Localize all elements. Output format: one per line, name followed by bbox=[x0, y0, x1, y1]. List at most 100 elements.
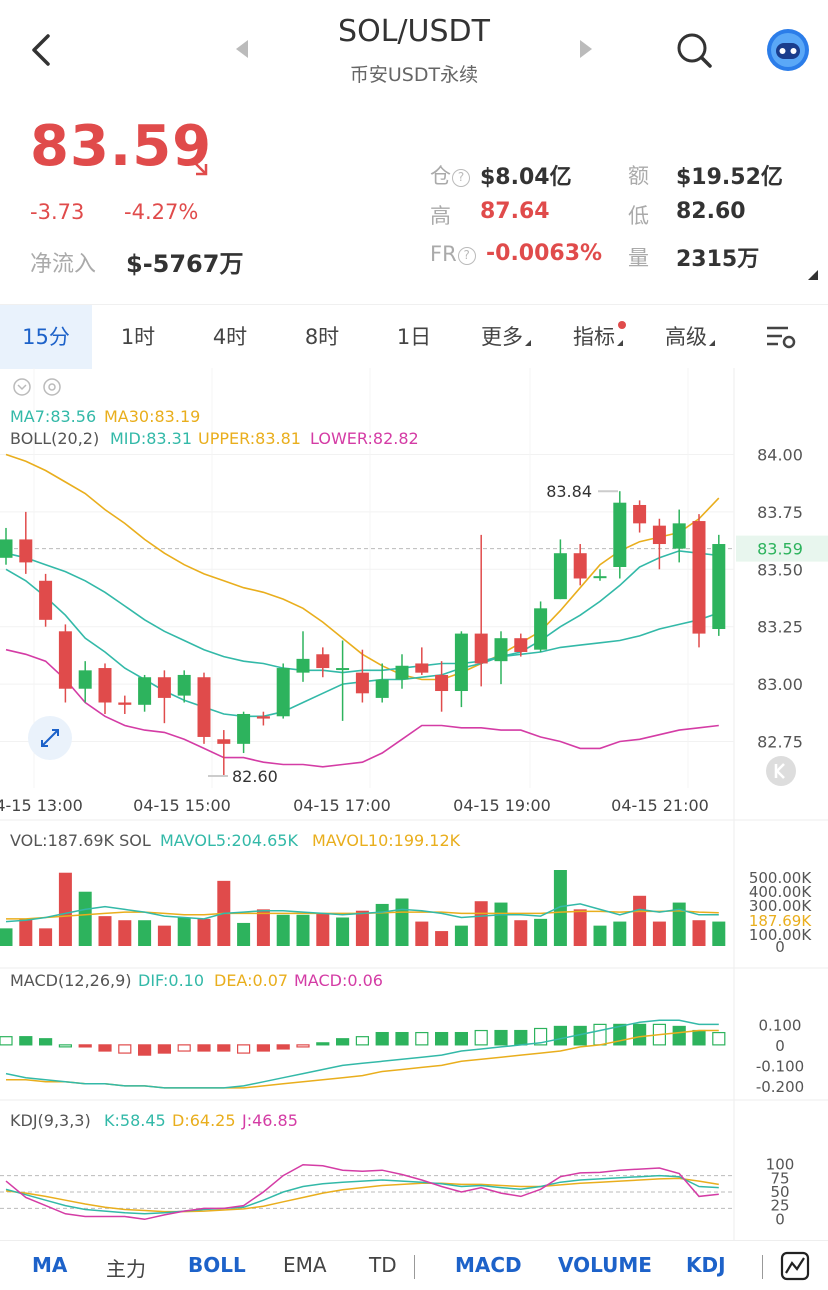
kline-chart-area[interactable]: 84.00 83.75 83.50 83.25 83.00 82.75 83.59 83.84… bbox=[0, 368, 828, 1240]
macd-bar bbox=[454, 1031, 468, 1046]
tab-1[interactable]: 1时 bbox=[92, 305, 184, 369]
candle-body bbox=[217, 739, 231, 744]
j-line bbox=[5, 1163, 719, 1221]
tab-4[interactable]: 1日 bbox=[368, 305, 460, 369]
y-tick-label: 83.00 bbox=[757, 675, 803, 694]
volume-bar bbox=[514, 920, 528, 946]
help-icon[interactable]: ? bbox=[457, 247, 476, 265]
vol-tick-label: 400.00K bbox=[749, 883, 812, 901]
volume-bar bbox=[415, 921, 429, 946]
macd-tick-label: 0.100 bbox=[759, 1016, 802, 1034]
candle-body bbox=[375, 679, 389, 698]
ma30-line bbox=[5, 453, 720, 681]
prev-pair-arrow-icon[interactable] bbox=[236, 40, 248, 58]
robot-assistant-icon[interactable] bbox=[766, 28, 810, 72]
ma7-legend: MA7:83.56 bbox=[10, 407, 96, 426]
candle-body bbox=[474, 633, 488, 664]
macd-bar bbox=[553, 1025, 568, 1046]
indicator-tab-4[interactable]: TD bbox=[369, 1253, 397, 1277]
indicator-tabs: MA 主力 BOLL EMA TD MACD VOLUME KDJ bbox=[0, 1240, 828, 1290]
candle-body bbox=[573, 553, 587, 579]
candle-body bbox=[237, 713, 251, 744]
indicator-tab-7[interactable]: KDJ bbox=[686, 1253, 726, 1277]
y-tick-label: 83.25 bbox=[757, 618, 803, 637]
tab-2[interactable]: 4时 bbox=[184, 305, 276, 369]
candle-body bbox=[78, 670, 92, 689]
stat-value: $19.52亿 bbox=[676, 165, 783, 190]
boll-lower-legend: LOWER:82.82 bbox=[310, 429, 419, 448]
volume-bar bbox=[613, 921, 627, 946]
macd-legend: MACD(12,26,9) bbox=[10, 971, 132, 990]
macd-bar bbox=[217, 1044, 231, 1052]
tab-0[interactable]: 15分 bbox=[0, 305, 92, 369]
stat-value: 82.60 bbox=[676, 199, 746, 224]
mavol10-legend: MAVOL10:199.12K bbox=[312, 831, 461, 850]
kdj-tick-label: 50 bbox=[770, 1183, 789, 1201]
indicator-tab-2[interactable]: BOLL bbox=[188, 1253, 246, 1277]
candle-body bbox=[454, 633, 468, 692]
candle-body bbox=[296, 658, 310, 673]
boll-legend: BOLL(20,2) bbox=[10, 429, 99, 448]
pair-title[interactable]: SOL/USDT bbox=[338, 14, 490, 49]
volume-bar bbox=[276, 914, 290, 946]
candle-body bbox=[58, 631, 72, 689]
drawing-tools-icon[interactable] bbox=[780, 1251, 810, 1281]
vol-tick-label: 300.00K bbox=[749, 897, 812, 915]
volume-bar bbox=[296, 914, 310, 946]
indicator-tab-0[interactable]: MA bbox=[32, 1253, 68, 1277]
ma30-legend: MA30:83.19 bbox=[104, 407, 200, 426]
macd-bar bbox=[58, 1044, 73, 1048]
stat-label: 仓? bbox=[430, 160, 470, 190]
macd-bar bbox=[0, 1036, 13, 1046]
volume-bar bbox=[336, 917, 350, 946]
volume-bar bbox=[58, 872, 72, 946]
search-icon[interactable] bbox=[674, 30, 714, 70]
d-legend: D:64.25 bbox=[172, 1111, 236, 1130]
tab-3[interactable]: 8时 bbox=[276, 305, 368, 369]
macd-bar bbox=[692, 1029, 706, 1046]
tab-separator bbox=[762, 1255, 763, 1279]
dropdown-triangle-icon bbox=[709, 340, 715, 346]
volume-bar bbox=[454, 925, 468, 946]
macd-bar bbox=[435, 1031, 449, 1046]
candle-body bbox=[652, 525, 666, 545]
tab-5[interactable]: 更多 bbox=[460, 305, 552, 369]
dif-line bbox=[5, 1019, 719, 1089]
tab-6[interactable]: 指标 bbox=[552, 305, 644, 369]
macd-bar bbox=[712, 1031, 726, 1046]
indicator-tab-5[interactable]: MACD bbox=[455, 1253, 522, 1277]
indicator-tab-6[interactable]: VOLUME bbox=[558, 1253, 652, 1277]
volume-bar bbox=[712, 921, 726, 946]
back-arrow-icon[interactable] bbox=[24, 30, 60, 70]
chart-settings-icon[interactable] bbox=[764, 322, 798, 352]
candle-body bbox=[712, 544, 726, 630]
volume-bar bbox=[395, 898, 409, 946]
next-pair-arrow-icon[interactable] bbox=[580, 40, 592, 58]
candle-body bbox=[514, 638, 528, 652]
y-tick-label: 84.00 bbox=[757, 445, 803, 464]
tab-label: 15分 bbox=[22, 325, 70, 349]
netflow-value: $-5767万 bbox=[126, 250, 244, 278]
volume-bar bbox=[573, 909, 587, 946]
volume-bar bbox=[177, 917, 191, 946]
help-icon[interactable]: ? bbox=[452, 169, 470, 187]
netflow-label: 净流入 bbox=[30, 252, 97, 277]
y-tick-label: 83.50 bbox=[757, 560, 803, 579]
last-price-label: 83.59 bbox=[757, 540, 803, 559]
volume-bar bbox=[138, 920, 152, 946]
macd-bar bbox=[296, 1044, 310, 1048]
high-label: 83.84 bbox=[546, 482, 592, 501]
indicator-tab-1[interactable]: 主力 bbox=[106, 1257, 146, 1281]
macd-bar bbox=[375, 1031, 389, 1046]
candle-body bbox=[633, 504, 647, 524]
volume-bar bbox=[375, 903, 389, 946]
stat-value: $8.04亿 bbox=[480, 165, 572, 190]
y-tick-label: 82.75 bbox=[757, 733, 803, 752]
kdj-tick-label: 0 bbox=[775, 1210, 785, 1228]
candle-body bbox=[0, 539, 13, 558]
macd-bar bbox=[316, 1042, 330, 1046]
tab-7[interactable]: 高级 bbox=[644, 305, 736, 369]
indicator-tab-3[interactable]: EMA bbox=[283, 1253, 327, 1277]
scroll-to-latest-button bbox=[766, 756, 796, 786]
expand-corner-icon[interactable] bbox=[808, 270, 818, 280]
